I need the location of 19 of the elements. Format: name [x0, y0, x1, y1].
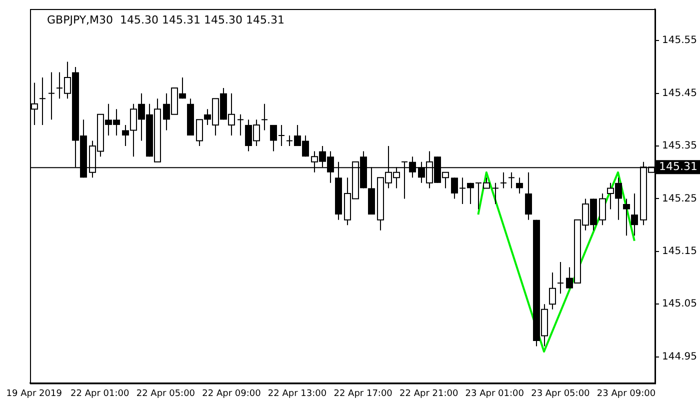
x-tick-label: 22 Apr 17:00 [334, 388, 393, 399]
x-tick-label: 23 Apr 01:00 [465, 388, 524, 399]
x-tick-label: 22 Apr 21:00 [400, 388, 458, 399]
y-tick-label: 145.55 [662, 35, 698, 46]
y-tick-label: 145.35 [662, 140, 698, 152]
x-tick-label: 23 Apr 05:00 [531, 388, 590, 399]
chart-title: GBPJPY,M30 145.30 145.31 145.30 145.31 [47, 13, 284, 26]
y-tick-label: 145.25 [662, 193, 698, 204]
y-tick-label: 144.95 [662, 351, 698, 362]
ref-line-label: 145.31 [659, 160, 698, 173]
y-tick-label: 145.05 [662, 298, 698, 310]
y-tick-label: 145.45 [662, 88, 698, 99]
x-tick-label: 23 Apr 09:00 [596, 388, 656, 399]
x-tick-label: 22 Apr 09:00 [202, 388, 262, 399]
x-tick-label: 22 Apr 13:00 [268, 388, 327, 399]
x-tick-label: 22 Apr 01:00 [70, 388, 130, 399]
y-tick-label: 145.15 [662, 246, 698, 258]
x-tick-label: 19 Apr 2019 [6, 388, 62, 399]
x-tick-label: 22 Apr 05:00 [136, 388, 196, 399]
